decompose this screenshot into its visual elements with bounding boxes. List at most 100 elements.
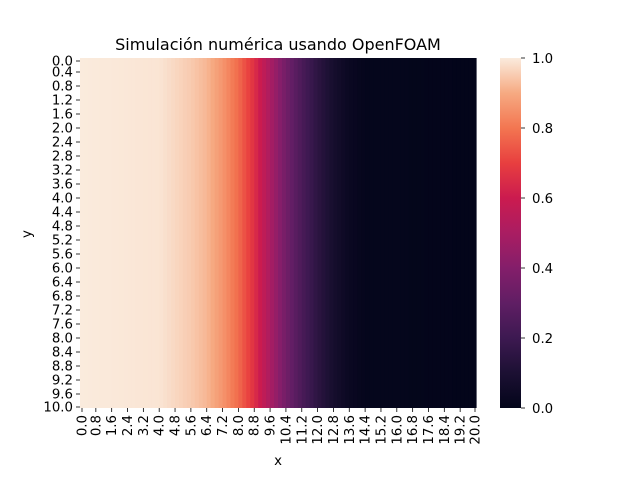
heatmap-cell <box>281 58 287 408</box>
heatmap-cell <box>396 58 402 408</box>
heatmap-cell <box>135 58 140 408</box>
heatmap-cell <box>266 58 271 408</box>
y-tick-label: 4.8 <box>52 220 73 235</box>
heatmap-cell <box>214 58 220 408</box>
heatmap-cell <box>151 58 156 408</box>
x-tick-label: 0.0 <box>76 415 91 436</box>
y-tick-label: 3.2 <box>52 164 73 179</box>
x-tick-label: 12.8 <box>327 415 342 445</box>
x-tick-label: 3.2 <box>137 415 152 436</box>
heatmap-cell <box>147 58 152 408</box>
heatmap-cell <box>163 58 168 408</box>
heatmap-cell <box>464 58 469 408</box>
heatmap-cell <box>230 58 236 408</box>
x-tick-label: 8.0 <box>232 415 247 436</box>
heatmap-cell <box>349 58 354 408</box>
heatmap-cell <box>444 58 449 408</box>
chart-title: Simulación numérica usando OpenFOAM <box>115 35 441 54</box>
heatmap-cell <box>404 58 410 408</box>
heatmap-cell <box>202 58 208 408</box>
heatmap-cell <box>258 58 263 408</box>
heatmap-cell <box>436 58 441 408</box>
heatmap-cell <box>139 58 144 408</box>
heatmap-cell <box>194 58 200 408</box>
heatmap-cell <box>432 58 437 408</box>
heatmap-cell <box>309 58 315 408</box>
heatmap-cell <box>325 58 331 408</box>
x-axis-label: x <box>274 454 282 469</box>
y-tick-label: 9.6 <box>52 388 73 403</box>
heatmap-cell <box>377 58 382 408</box>
heatmap-cell <box>400 58 406 408</box>
x-tick-label: 10.4 <box>279 415 294 445</box>
heatmap-cell <box>329 58 335 408</box>
y-tick-label: 8.0 <box>52 332 73 347</box>
heatmap-cell <box>175 58 180 408</box>
x-tick-label: 19.2 <box>454 415 469 445</box>
y-tick-label: 10.0 <box>43 401 73 416</box>
heatmap-cell <box>80 58 85 408</box>
heatmap-cell <box>226 58 232 408</box>
heatmap-cell <box>392 58 398 408</box>
heatmap-cell <box>254 58 259 408</box>
heatmap-cell <box>440 58 445 408</box>
x-axis: 0.00.8 1.6 2.4 3.2 4.0 4.8 5.6 6.4 7.2 8.0 8.8 9.6 1… <box>76 408 484 445</box>
heatmap-cell <box>361 58 366 408</box>
y-tick-label: 6.0 <box>52 262 73 277</box>
heatmap-cell <box>321 58 327 408</box>
x-tick-label: 12.0 <box>311 415 326 445</box>
heatmap-cell <box>341 58 346 408</box>
y-tick-label: 0.8 <box>52 80 73 95</box>
heatmap-cell <box>293 58 299 408</box>
y-tick-label: 4.4 <box>52 206 73 221</box>
heatmap-cell <box>206 58 212 408</box>
y-tick-label: 1.6 <box>52 108 73 123</box>
heatmap-cells <box>80 58 477 408</box>
y-tick-label: 0.0 <box>52 55 73 70</box>
heatmap-cell <box>357 58 362 408</box>
heatmap-cell <box>143 58 148 408</box>
y-tick-label: 7.6 <box>52 318 73 333</box>
heatmap-cell <box>345 58 350 408</box>
x-tick-label: 17.6 <box>422 415 437 445</box>
y-axis: 0.00.40.81.21.62.02.42.83.23.64.04.44.85… <box>43 55 80 416</box>
heatmap-cell <box>452 58 457 408</box>
heatmap-cell <box>448 58 453 408</box>
heatmap-cell <box>460 58 465 408</box>
heatmap-cell <box>111 58 117 408</box>
heatmap-cell <box>91 58 97 408</box>
colorbar-tick-label: 1.0 <box>532 52 553 67</box>
y-tick-label: 5.6 <box>52 248 73 263</box>
heatmap-cell <box>416 58 422 408</box>
y-tick-label: 2.8 <box>52 150 73 165</box>
heatmap-cell <box>412 58 418 408</box>
x-tick-label: 7.2 <box>216 415 231 436</box>
x-tick-label: 0.8 <box>89 415 104 436</box>
x-tick-label: 8.8 <box>248 415 263 436</box>
heatmap-cell <box>182 58 188 408</box>
heatmap-cell <box>218 58 224 408</box>
x-tick-label: 9.6 <box>264 415 279 436</box>
heatmap-cell <box>365 58 370 408</box>
heatmap-cell <box>420 58 426 408</box>
heatmap-cell <box>424 58 430 408</box>
y-tick-label: 8.8 <box>52 360 73 375</box>
y-axis-label: y <box>20 230 35 238</box>
colorbar-tick-label: 0.0 <box>532 402 553 417</box>
heatmap-cell <box>408 58 414 408</box>
colorbar-tick-label: 0.2 <box>532 332 553 347</box>
y-tick-label: 1.2 <box>52 94 73 109</box>
heatmap-cell <box>87 58 93 408</box>
y-tick-label: 0.4 <box>52 66 73 81</box>
heatmap-cell <box>119 58 125 408</box>
heatmap-cell <box>234 58 239 408</box>
colorbar-tick-label: 0.6 <box>532 192 553 207</box>
heatmap-cell <box>242 58 247 408</box>
heatmap-cell <box>171 58 176 408</box>
x-tick-label: 6.4 <box>200 415 215 436</box>
heatmap-cell <box>155 58 160 408</box>
x-tick-label: 15.2 <box>374 415 389 445</box>
heatmap-cell <box>198 58 204 408</box>
heatmap-cell <box>123 58 129 408</box>
